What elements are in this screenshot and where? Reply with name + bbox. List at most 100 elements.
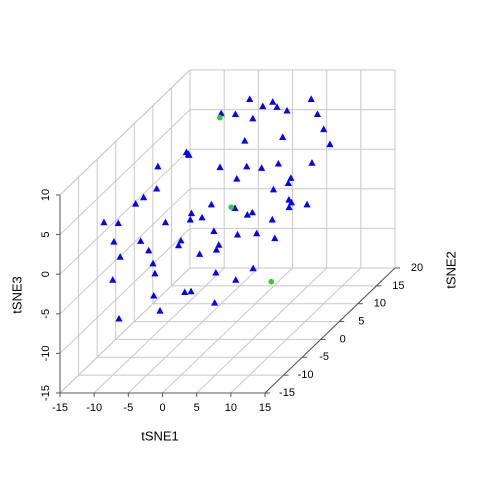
point [269,98,277,105]
point [177,236,185,244]
point [182,148,191,156]
point [257,164,266,171]
x-tick-label: -5 [123,402,133,414]
point [114,219,122,227]
point [232,276,240,283]
point [287,198,296,206]
point [186,215,194,223]
point [233,230,242,238]
point [140,193,148,201]
point [284,179,292,186]
z-tick-label: -5 [40,309,52,319]
y-tick-label: -10 [298,369,314,381]
point [243,162,251,170]
point [132,200,140,207]
x-tick-label: -15 [52,402,68,414]
point [320,125,328,133]
point [283,106,291,114]
point [303,200,311,208]
point [150,291,158,299]
y-tick-label: 15 [392,280,404,292]
axis-line [59,69,191,196]
point [233,175,241,182]
point [313,110,322,118]
z-tick-label: 0 [40,271,52,277]
point [174,241,183,249]
point [307,95,315,102]
point [241,136,249,144]
grid-line [127,267,259,394]
point [137,237,145,244]
grid-line [59,109,191,235]
grid-line [196,267,328,394]
point [274,159,282,167]
point [187,209,196,217]
point [154,162,162,170]
grid-line [59,228,191,354]
grid-line [59,267,191,394]
y-tick-label: 10 [374,298,386,310]
point [259,102,267,110]
points [100,95,334,322]
point [149,259,157,267]
y-tick-label: -5 [319,351,329,363]
x-tick-label: 0 [159,402,165,414]
point [308,159,316,166]
x-tick-label: 15 [259,402,271,414]
point [115,314,123,322]
grid-line [59,148,191,275]
point [151,269,159,277]
point [181,288,189,295]
point [217,114,223,121]
point [211,299,219,306]
point [100,218,108,226]
point [326,140,334,148]
point [187,287,195,295]
x-tick-label: 5 [194,402,200,414]
point [268,215,276,223]
y-axis-label: tSNE2 [443,251,458,289]
point [231,204,239,211]
grid-line [162,267,293,394]
point [287,174,295,181]
point [210,227,218,234]
point [273,103,281,110]
z-tick-label: -10 [40,345,52,361]
x-tick-label: -10 [86,402,102,414]
point [198,213,206,221]
point [196,250,204,257]
point [248,208,256,216]
point [207,200,215,208]
point [145,246,153,254]
z-tick-label: 10 [40,189,52,201]
point [217,109,225,117]
point [228,204,234,210]
point [268,278,275,285]
point [153,184,161,192]
y-tick-label: 0 [340,333,346,345]
point [243,211,251,218]
axes: -15 -10 -5 0 5 10 15-15-10-50510-15-10-5051015… [40,69,423,414]
point [285,203,293,211]
point [161,218,170,226]
x-axis-label: tSNE1 [141,428,179,443]
point [109,276,117,283]
point [249,264,257,272]
point [156,307,164,314]
grid-line [230,267,362,394]
y-tick-label: -15 [279,387,295,399]
point [216,163,224,171]
point [215,241,223,248]
axis-line [264,267,396,394]
y-tick-label: 5 [358,315,364,327]
point [212,245,221,253]
grid-line [59,188,191,315]
point [269,185,278,193]
point [279,133,287,140]
point [110,238,118,245]
y-tick-label: 20 [411,262,423,274]
point [253,229,261,237]
point [246,95,254,102]
x-tick-label: 10 [225,402,237,414]
